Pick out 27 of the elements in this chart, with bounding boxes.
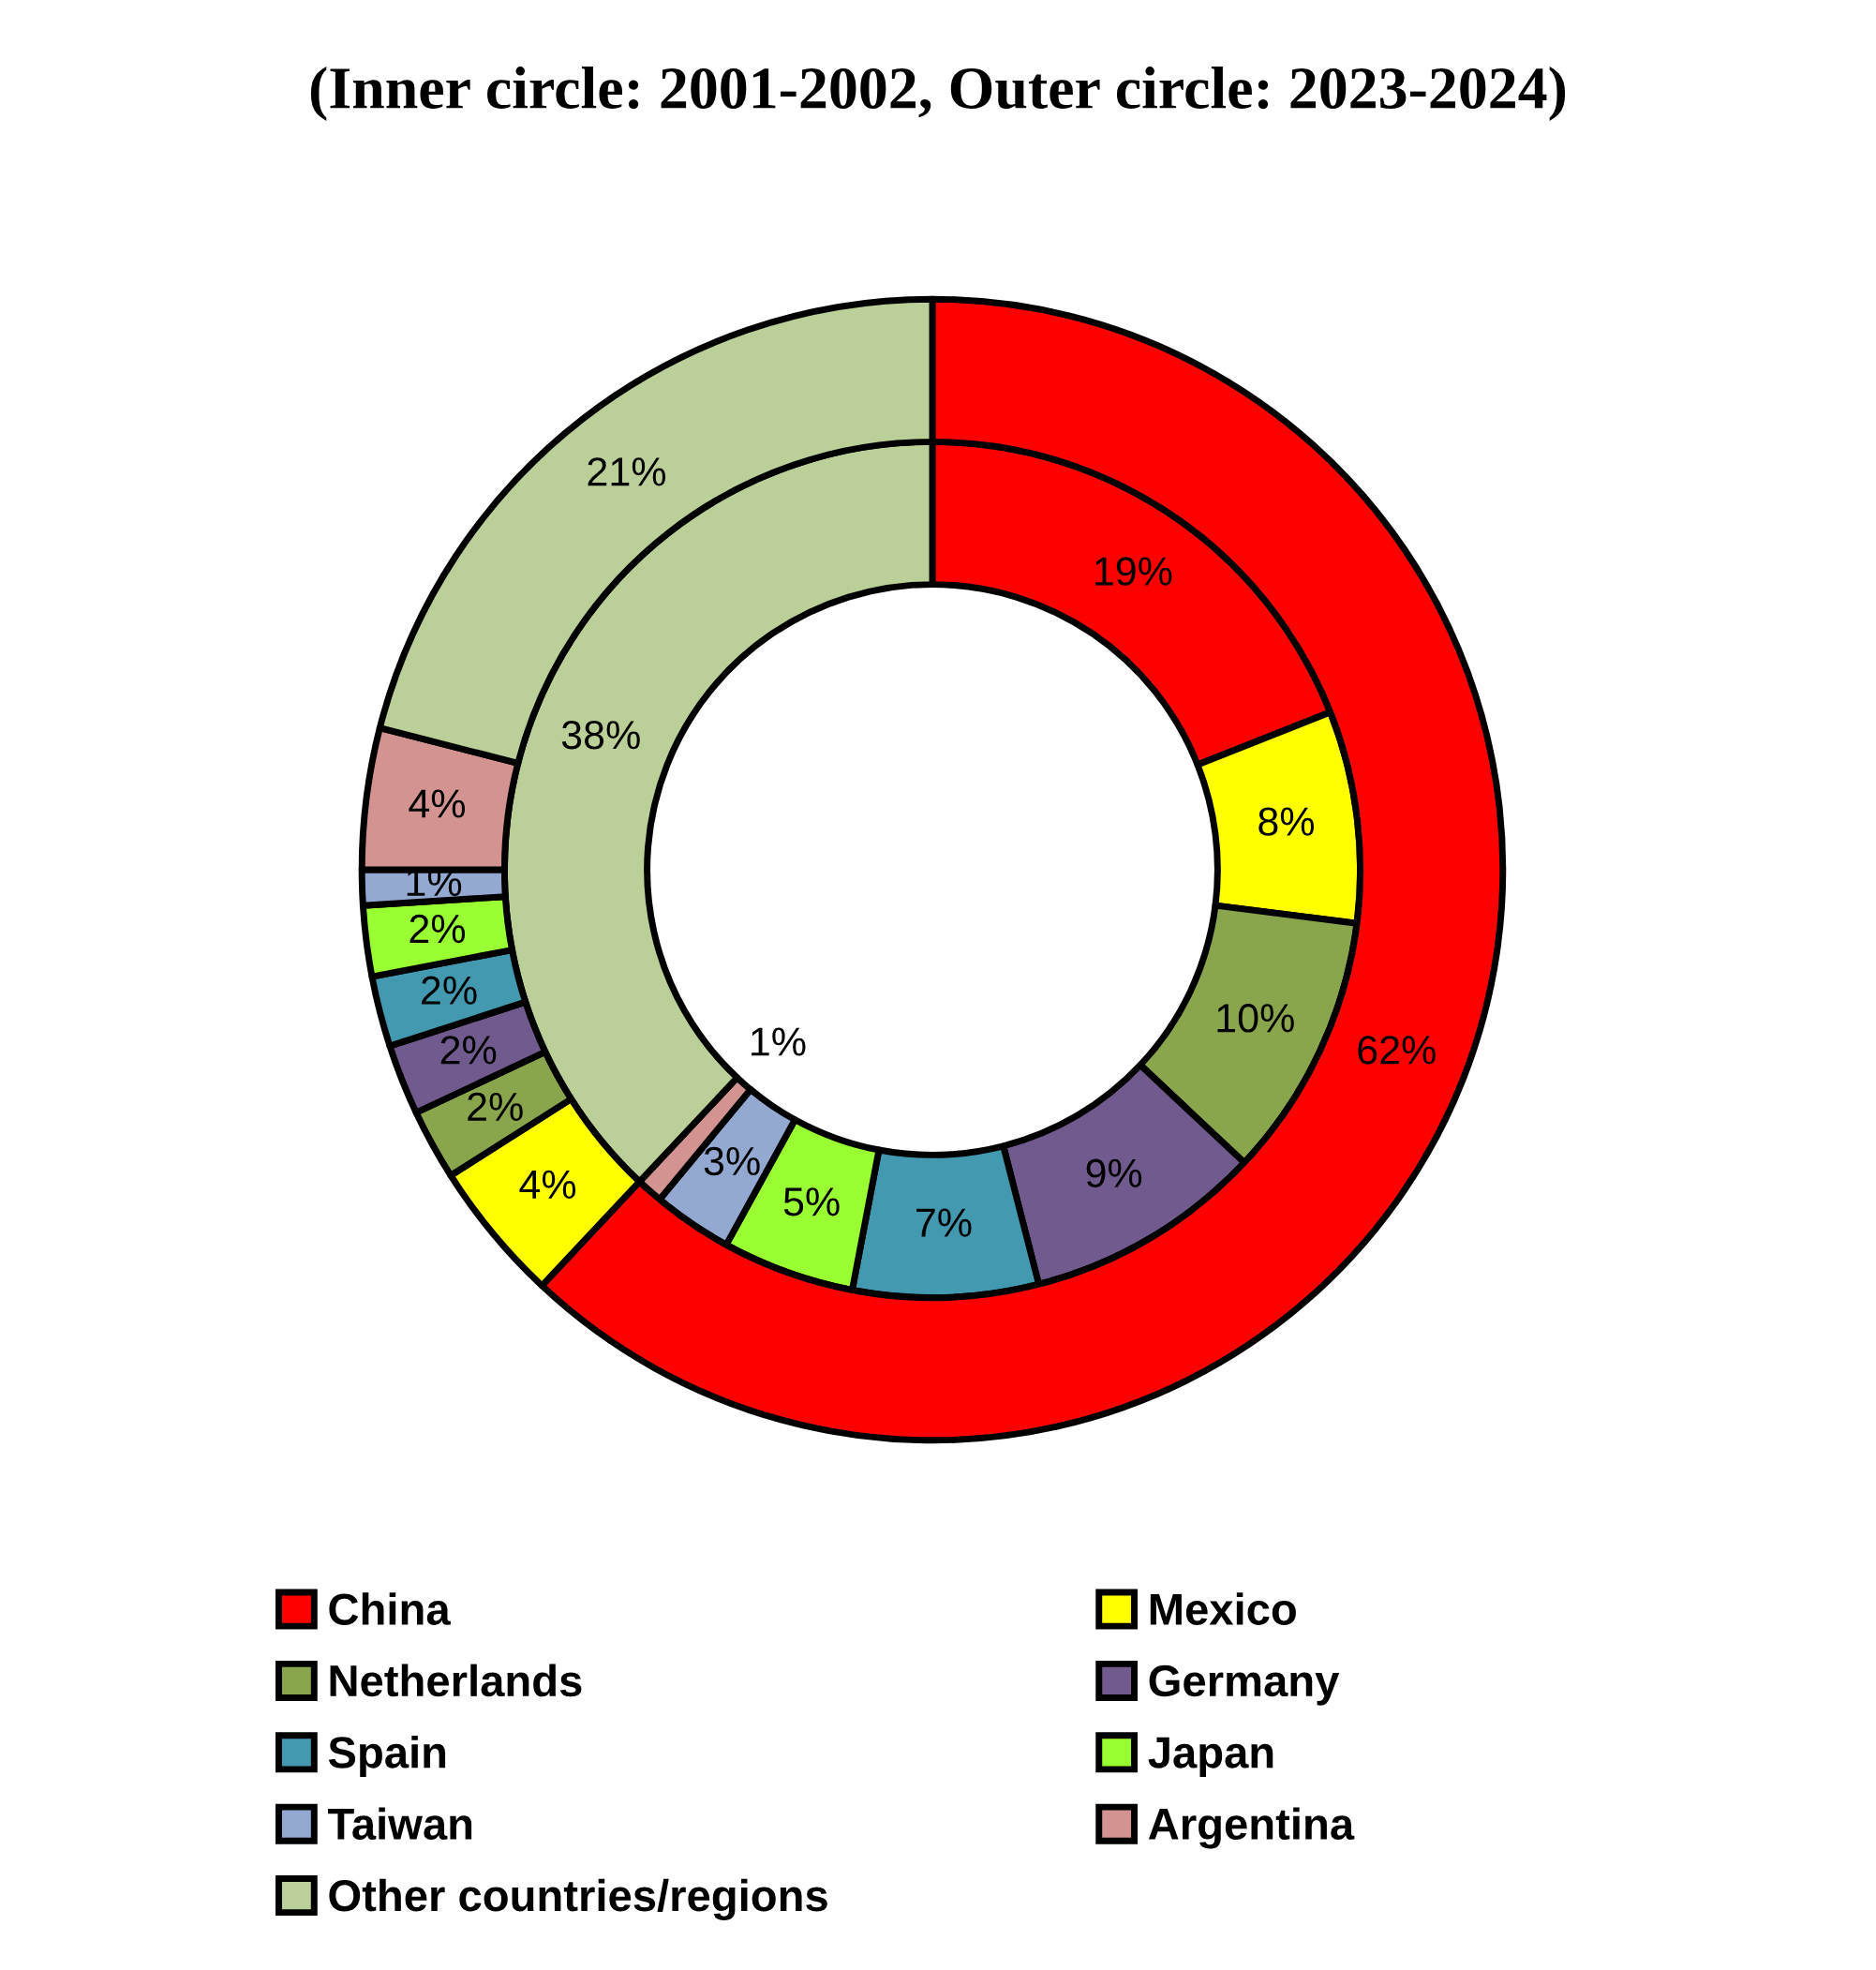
legend-label: Netherlands — [330, 1664, 582, 1697]
data-label: 5% — [783, 1187, 840, 1216]
data-label: 62% — [1358, 1036, 1436, 1065]
legend-label: Argentina — [1148, 1807, 1355, 1849]
data-label: 1% — [752, 1027, 806, 1056]
legend-label: Germany — [1149, 1664, 1340, 1706]
data-label: 8% — [1258, 807, 1315, 836]
data-label: 19% — [1095, 557, 1172, 586]
data-label: 10% — [1217, 1004, 1294, 1033]
legend-label: Mexico — [1150, 1592, 1296, 1625]
legend-label: Taiwan — [327, 1807, 472, 1841]
data-label: 2% — [422, 976, 477, 1005]
legend-label: Spain — [328, 1736, 446, 1778]
data-label: 4% — [519, 1170, 576, 1199]
data-label: 7% — [916, 1208, 972, 1237]
legend-label: China — [329, 1592, 451, 1625]
data-label: 38% — [561, 721, 640, 750]
data-label: 21% — [588, 457, 666, 486]
data-label: 2% — [440, 1036, 497, 1065]
data-label: 3% — [704, 1146, 760, 1176]
data-label: 2% — [409, 914, 466, 944]
data-label: 9% — [1086, 1158, 1142, 1188]
data-label: 4% — [409, 789, 466, 818]
chart-title: (Inner circle: 2001-2002, Outer circle: 2023-2024) — [310, 67, 1566, 121]
data-label: 2% — [468, 1092, 523, 1122]
legend-label: Other countries/regions — [329, 1878, 827, 1920]
legend-label: Japan — [1148, 1737, 1273, 1778]
